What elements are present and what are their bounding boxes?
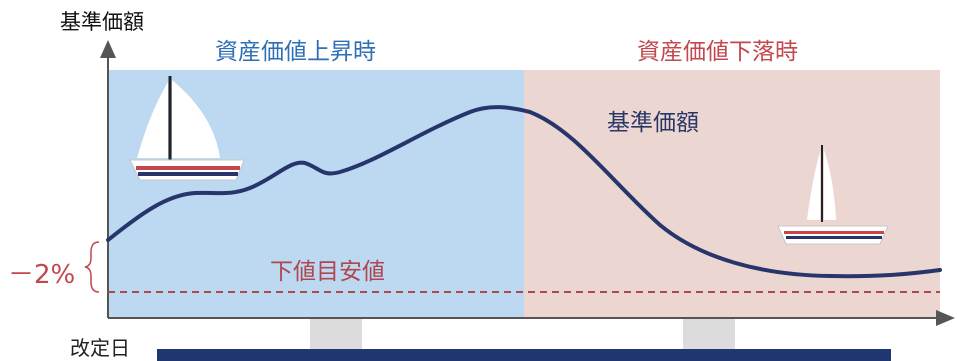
threshold-label: －2%: [8, 260, 76, 290]
threshold-brace: [84, 241, 100, 293]
rising-zone-label: 資産価値上昇時: [215, 39, 376, 65]
nav-curve-label: 基準価額: [607, 110, 699, 136]
y-axis-label: 基準価額: [60, 10, 144, 34]
y-axis-arrow: [100, 40, 116, 58]
revision-marker-left: [310, 318, 362, 353]
revision-date-label: 改定日: [70, 336, 130, 360]
revision-marker-right: [683, 318, 735, 353]
falling-zone: [524, 70, 940, 318]
falling-zone-label: 資産価値下落時: [637, 39, 798, 65]
revision-timeline-bar: [157, 349, 891, 361]
sailboat-icon-large: [129, 76, 245, 181]
nav-curve: [106, 105, 942, 279]
sailboat-icon-small: [777, 145, 889, 245]
floor-label: 下値目安値: [270, 259, 385, 285]
x-axis-arrow: [936, 310, 955, 326]
